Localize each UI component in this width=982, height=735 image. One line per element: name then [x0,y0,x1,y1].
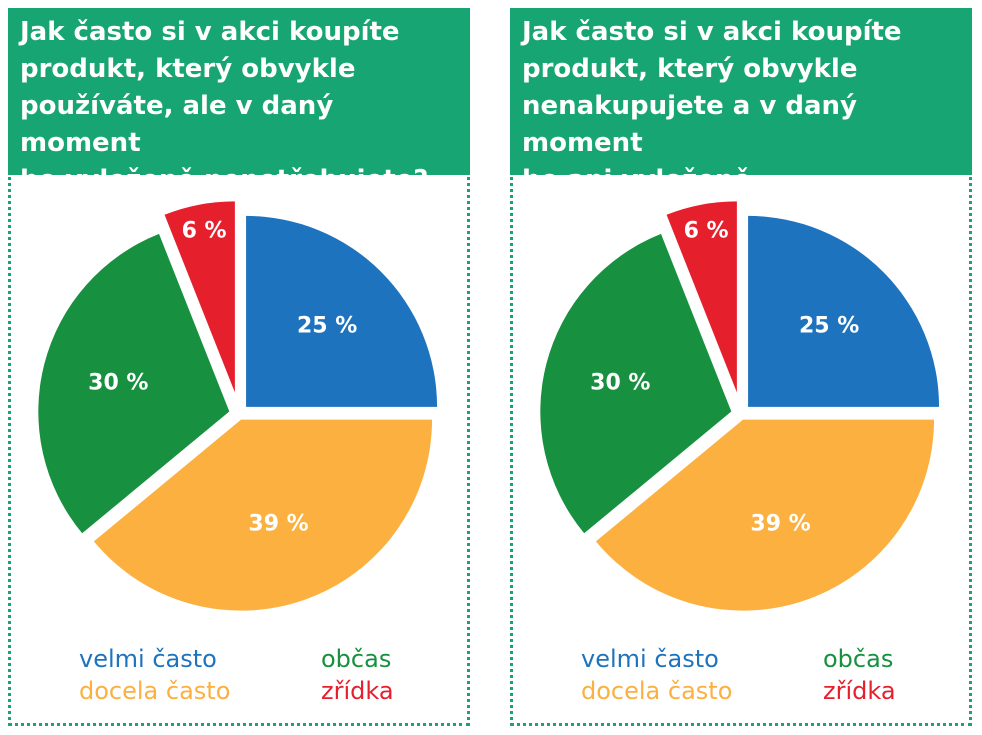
pie-data-label-docela-casto: 39 % [248,511,308,536]
pie-slice-obcas [540,233,732,534]
pie-slice-docela-casto [93,419,433,611]
legend-zridka: zřídka [321,677,394,705]
legend-obcas: občas [321,645,392,673]
pie-data-label-velmi-casto: 25 % [799,313,859,338]
pie-slice-velmi-casto [748,215,940,407]
pie-data-label-obcas: 30 % [590,371,650,396]
legend-obcas: občas [823,645,894,673]
pie-data-label-velmi-casto: 25 % [297,313,357,338]
pie-chart: 25 % 39 % 30 % 6 % [8,198,470,628]
pie-slice-zridka [164,201,235,393]
pie-data-label-docela-casto: 39 % [750,511,810,536]
pie-data-label-zridka: 6 % [684,219,729,244]
pie-svg: 25 % 39 % 30 % 6 % [540,201,940,611]
chart-panel-2: Jak často si v akci koupíte produkt, kte… [510,8,972,726]
legend-velmi-casto: velmi často [79,645,217,673]
pie-data-label-zridka: 6 % [182,219,227,244]
legend-docela-casto: docela často [581,677,733,705]
chart-panel-1: Jak často si v akci koupíte produkt, kte… [8,8,470,726]
pie-slice-obcas [38,233,230,534]
pie-chart: 25 % 39 % 30 % 6 % [510,198,972,628]
legend-velmi-casto: velmi často [581,645,719,673]
legend-zridka: zřídka [823,677,896,705]
pie-svg: 25 % 39 % 30 % 6 % [38,201,438,611]
pie-slice-docela-casto [595,419,935,611]
pie-slice-velmi-casto [246,215,438,407]
question-title: Jak často si v akci koupíte produkt, kte… [8,8,470,195]
pie-data-label-obcas: 30 % [88,371,148,396]
pie-slice-zridka [666,201,737,393]
legend-docela-casto: docela často [79,677,231,705]
question-title: Jak často si v akci koupíte produkt, kte… [510,8,972,232]
